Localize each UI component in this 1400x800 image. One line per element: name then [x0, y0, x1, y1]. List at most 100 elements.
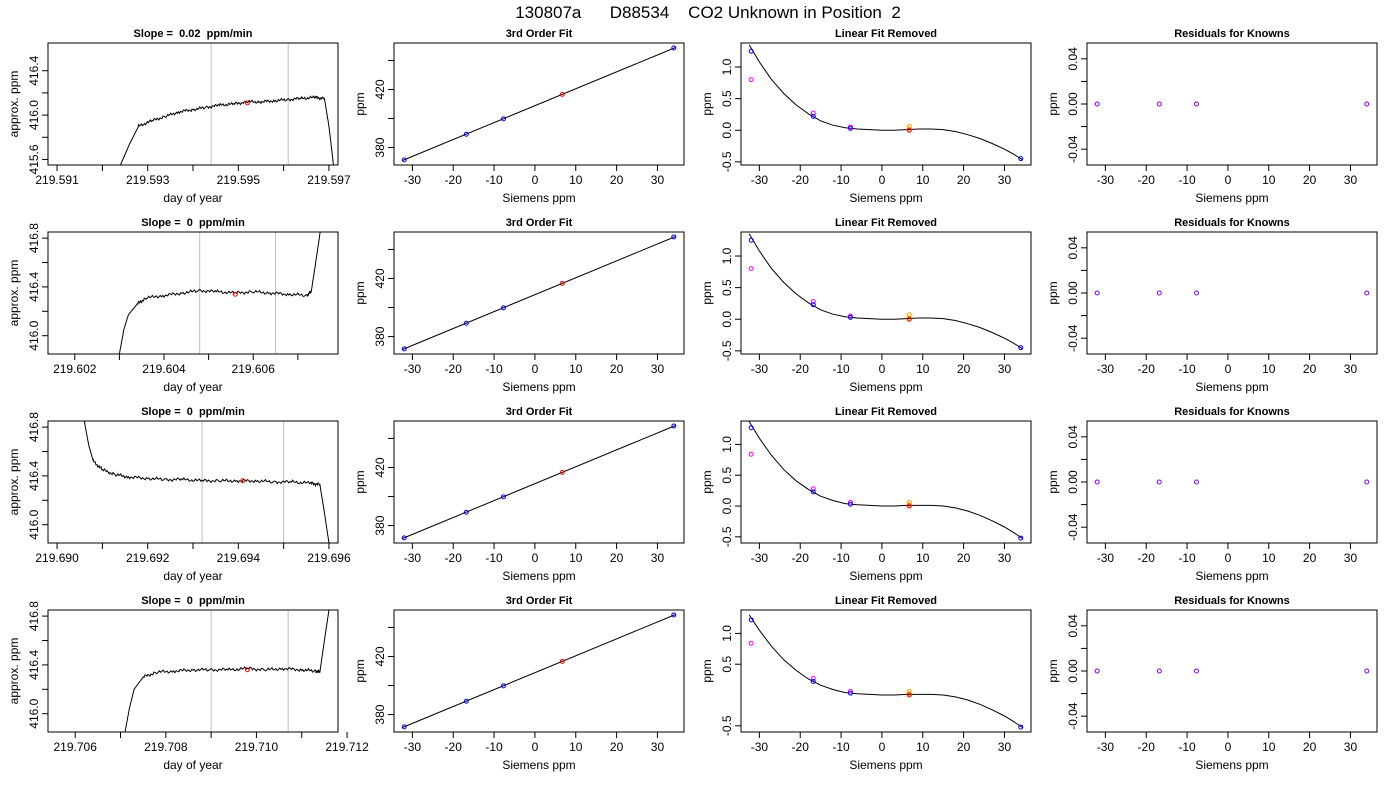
x-tick-label: -30: [751, 362, 769, 376]
x-tick-label: 219.595: [217, 173, 261, 187]
x-tick-label: 0: [532, 173, 539, 187]
x-tick-label: 20: [1303, 173, 1317, 187]
x-tick-label: 0: [1225, 551, 1232, 565]
data-point: [1018, 724, 1024, 730]
x-tick-label: -20: [1138, 362, 1156, 376]
panel-title: Slope = 0 ppm/min: [141, 217, 245, 229]
plot-area: [1094, 479, 1370, 485]
x-tick-label: -30: [404, 362, 422, 376]
y-tick-label: 380: [373, 137, 387, 157]
x-tick-label: 10: [916, 362, 930, 376]
fit-curve: [748, 44, 1024, 161]
y-axis-label: ppm: [353, 92, 367, 115]
data-point: [1018, 156, 1024, 162]
x-tick-label: 20: [957, 551, 971, 565]
y-tick-label: 0.5: [720, 279, 734, 296]
data-point: [500, 305, 506, 311]
data-point: [1364, 101, 1370, 107]
data-point: [748, 640, 754, 646]
plot-area: [118, 232, 321, 354]
data-point: [559, 469, 565, 475]
x-tick-label: 219.597: [307, 173, 351, 187]
y-tick-label: 416.4: [27, 272, 41, 302]
y-tick-label: 0.0: [720, 497, 734, 514]
data-point: [463, 131, 469, 137]
data-point: [810, 110, 816, 116]
y-axis-label: ppm: [1046, 92, 1060, 115]
x-tick-label: 219.604: [142, 362, 186, 376]
x-tick-label: -20: [1138, 740, 1156, 754]
x-tick-label: 30: [1344, 173, 1358, 187]
ppm-trace-line: [83, 421, 330, 543]
plot-frame: [47, 420, 339, 544]
data-point: [906, 503, 912, 509]
y-axis-label: approx. ppm: [7, 449, 21, 516]
y-axis-label: ppm: [700, 281, 714, 304]
x-tick-label: 20: [610, 362, 624, 376]
data-point: [401, 724, 407, 730]
data-point: [906, 316, 912, 322]
y-axis-label: ppm: [700, 659, 714, 682]
plot-area: [401, 612, 677, 730]
y-tick-label: -0.5: [720, 526, 734, 547]
plot-area: [1094, 668, 1370, 674]
x-tick-label: -10: [485, 173, 503, 187]
y-tick-label: 415.6: [27, 144, 41, 174]
y-tick-label: -0.04: [1066, 324, 1080, 352]
x-tick-label: 0: [532, 362, 539, 376]
plot-frame: [393, 231, 685, 355]
data-point: [748, 77, 754, 83]
x-tick-label: -10: [1178, 740, 1196, 754]
data-point: [463, 320, 469, 326]
panel-r1-c0: Slope = 0 ppm/min day of year approx. ppm 2…: [7, 217, 339, 394]
data-point: [463, 509, 469, 515]
data-point: [559, 658, 565, 664]
y-axis-label: ppm: [700, 92, 714, 115]
x-axis-label: Siemens ppm: [502, 380, 575, 394]
plot-area: [124, 610, 330, 732]
x-tick-label: 219.694: [217, 551, 261, 565]
fit-line: [401, 613, 677, 729]
x-tick-label: 10: [1262, 173, 1276, 187]
x-axis-label: day of year: [163, 758, 222, 772]
x-tick-label: -30: [751, 740, 769, 754]
y-tick-label: 416.8: [27, 223, 41, 253]
data-point: [906, 692, 912, 698]
data-point: [847, 314, 853, 320]
y-tick-label: 416.0: [27, 509, 41, 539]
data-point: [1094, 668, 1100, 674]
x-tick-label: 30: [651, 173, 665, 187]
data-point: [559, 91, 565, 97]
x-axis-label: Siemens ppm: [1195, 191, 1268, 205]
y-tick-label: 0.5: [720, 656, 734, 673]
x-tick-label: 20: [957, 362, 971, 376]
x-tick-label: -20: [792, 740, 810, 754]
x-tick-label: 0: [532, 551, 539, 565]
plot-frame: [1086, 231, 1378, 355]
x-tick-label: 20: [610, 173, 624, 187]
plot-frame: [393, 609, 685, 733]
x-tick-label: 0: [879, 173, 886, 187]
y-tick-label: 416.4: [27, 461, 41, 491]
panel-r1-c2: Linear Fit Removed Siemens ppm ppm -30 -20 -1…: [700, 217, 1032, 394]
panel-r0-c3: Residuals for Knowns Siemens ppm ppm -30 -20…: [1046, 28, 1378, 205]
y-tick-label: 0.04: [1066, 614, 1080, 638]
x-tick-label: 219.606: [232, 362, 276, 376]
y-tick-label: -0.04: [1066, 513, 1080, 541]
x-tick-label: 20: [1303, 551, 1317, 565]
y-tick-label: 380: [373, 326, 387, 346]
panel-grid: Slope = 0.02 ppm/min day of year approx. p…: [7, 28, 1378, 772]
x-axis-label: Siemens ppm: [502, 569, 575, 583]
x-tick-label: -30: [404, 740, 422, 754]
ppm-trace-line: [118, 232, 321, 354]
data-point: [847, 501, 853, 507]
x-axis-label: Siemens ppm: [849, 569, 922, 583]
y-axis-label: ppm: [1046, 281, 1060, 304]
plot-frame: [1086, 609, 1378, 733]
y-axis-label: approx. ppm: [7, 638, 21, 705]
x-axis-label: Siemens ppm: [502, 758, 575, 772]
data-point: [1094, 290, 1100, 296]
x-tick-label: 30: [1344, 551, 1358, 565]
x-axis-label: Siemens ppm: [1195, 380, 1268, 394]
